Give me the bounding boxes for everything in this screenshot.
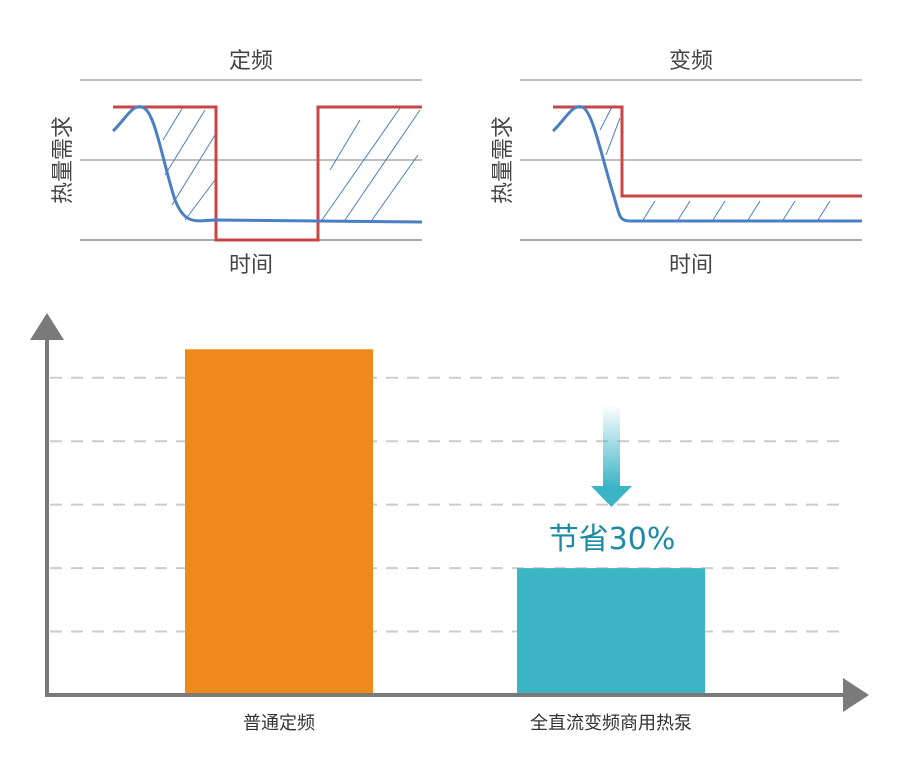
hatch-line	[677, 200, 691, 221]
output-curve	[111, 105, 423, 224]
hatch-line	[782, 200, 796, 221]
y-axis-arrow-icon	[30, 313, 64, 340]
hatch-line	[321, 107, 401, 221]
hatch-area	[599, 106, 831, 221]
hatch-line	[344, 109, 421, 221]
x-tick-label: 普通定频	[243, 713, 315, 734]
hatch-line	[184, 179, 216, 221]
hatch-line	[712, 200, 726, 221]
x-tick-label: 全直流变频商用热泵	[530, 713, 692, 734]
bar-chart-grid	[50, 376, 842, 633]
hatch-line	[164, 109, 206, 176]
hatch-line	[162, 106, 184, 141]
hatch-line	[642, 200, 656, 221]
panel-title: 变频	[669, 49, 713, 74]
panel-title: 定频	[229, 49, 273, 74]
panel-variable-frequency: 变频 热量需求 时间	[491, 49, 862, 278]
bar-chart-axes	[30, 313, 869, 712]
bar	[185, 349, 373, 695]
x-axis-label: 时间	[229, 253, 273, 278]
x-axis-label: 时间	[669, 253, 713, 278]
x-axis-arrow-icon	[843, 678, 869, 712]
demand-line	[553, 105, 862, 198]
output-curve	[551, 105, 862, 223]
savings-label: 节省30%	[549, 522, 676, 557]
hatch-area	[162, 106, 421, 221]
hatch-line	[605, 117, 621, 156]
hatch-line	[371, 154, 419, 221]
hatch-line	[817, 200, 831, 221]
savings-annotation: 节省30%	[549, 405, 676, 557]
y-axis-label: 热量需求	[51, 116, 76, 204]
hatch-line	[747, 200, 761, 221]
panel-fixed-frequency: 定频 热量需求 时间	[51, 49, 423, 278]
bar	[517, 568, 705, 695]
down-arrow-icon	[591, 486, 632, 507]
hatch-line	[171, 134, 216, 206]
down-arrow-shaft	[603, 405, 620, 487]
hatch-line	[329, 119, 361, 171]
x-tick-labels: 普通定频 全直流变频商用热泵	[243, 713, 692, 734]
demand-line	[113, 105, 422, 242]
hatch-line	[599, 106, 613, 131]
y-axis-label: 热量需求	[491, 116, 516, 204]
bar-chart-bars	[185, 349, 705, 695]
